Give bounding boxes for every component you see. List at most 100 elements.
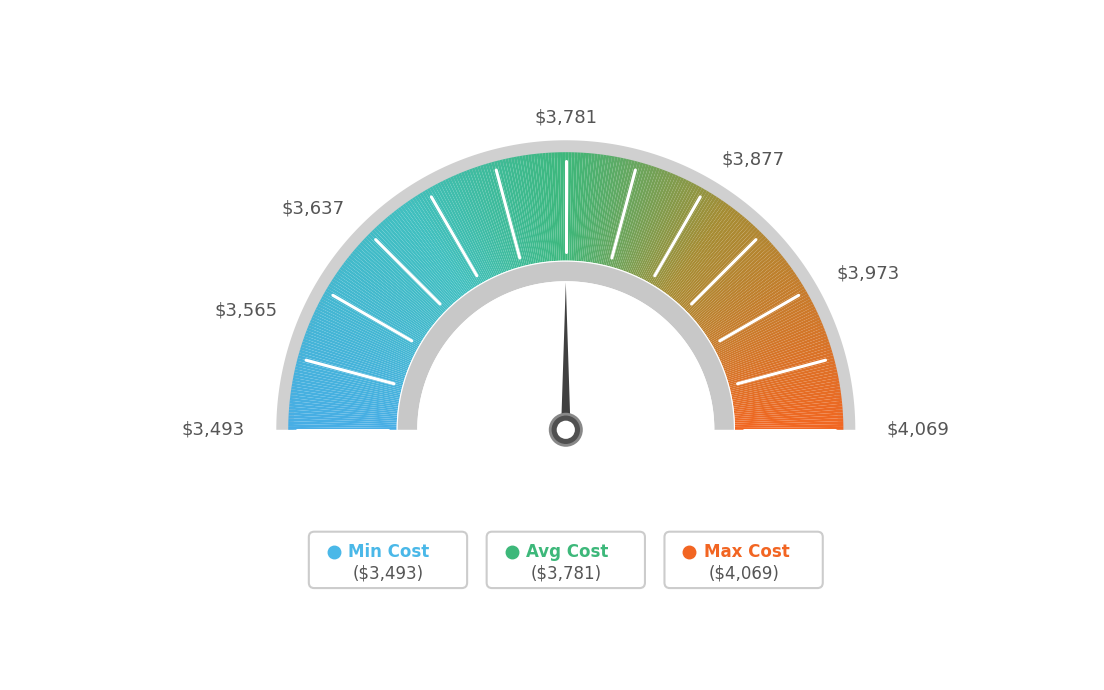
Polygon shape [293,381,400,402]
Polygon shape [412,197,474,289]
Polygon shape [477,166,513,270]
Polygon shape [500,159,528,266]
Polygon shape [713,293,809,348]
Polygon shape [580,153,592,262]
Polygon shape [714,296,810,350]
Polygon shape [429,186,485,282]
Polygon shape [561,282,571,430]
Polygon shape [384,218,457,302]
Polygon shape [327,286,421,344]
Polygon shape [662,202,726,292]
Text: $3,493: $3,493 [181,421,245,439]
Polygon shape [310,319,411,364]
Polygon shape [328,284,422,342]
Polygon shape [365,235,445,313]
Polygon shape [340,266,429,332]
Polygon shape [728,350,832,382]
Polygon shape [348,255,434,325]
Polygon shape [456,174,500,275]
Polygon shape [715,301,814,353]
Polygon shape [608,161,638,266]
Polygon shape [307,328,408,369]
Polygon shape [293,377,400,400]
Polygon shape [306,331,407,371]
FancyBboxPatch shape [665,532,822,588]
Polygon shape [604,159,631,266]
Polygon shape [578,153,590,262]
Polygon shape [709,281,802,341]
Polygon shape [497,160,526,266]
Polygon shape [309,322,410,366]
Polygon shape [683,230,760,309]
Polygon shape [650,189,707,284]
Polygon shape [669,210,739,297]
Polygon shape [619,167,657,270]
Polygon shape [591,155,609,263]
Polygon shape [480,165,516,269]
Polygon shape [372,230,448,309]
Polygon shape [318,301,416,353]
Polygon shape [288,427,396,430]
Circle shape [556,421,575,439]
Polygon shape [312,314,412,361]
Polygon shape [686,233,764,311]
Polygon shape [315,309,414,357]
Polygon shape [734,406,842,417]
Polygon shape [437,182,489,280]
Polygon shape [733,384,840,404]
Polygon shape [690,242,772,317]
Polygon shape [629,172,673,274]
Polygon shape [425,189,481,284]
Polygon shape [294,372,401,396]
Polygon shape [347,257,433,326]
Polygon shape [731,366,837,393]
Polygon shape [651,191,710,285]
Polygon shape [606,160,635,266]
Polygon shape [704,271,795,335]
Polygon shape [638,179,687,277]
Polygon shape [675,218,747,302]
Polygon shape [540,153,552,262]
Polygon shape [314,312,413,359]
Polygon shape [352,250,436,322]
Polygon shape [405,202,469,292]
Polygon shape [378,224,453,305]
Polygon shape [320,299,416,351]
Polygon shape [565,152,569,261]
Polygon shape [575,152,583,261]
Polygon shape [417,282,714,430]
Polygon shape [626,170,668,273]
Polygon shape [734,398,842,412]
Polygon shape [659,199,722,290]
Polygon shape [558,152,562,261]
Polygon shape [647,186,702,282]
Polygon shape [410,199,473,290]
Polygon shape [725,339,829,376]
Polygon shape [422,191,480,285]
Polygon shape [461,172,503,273]
Polygon shape [344,259,432,328]
Polygon shape [554,152,561,261]
Polygon shape [343,262,431,329]
Polygon shape [301,344,405,380]
Polygon shape [731,369,837,395]
Polygon shape [511,157,534,264]
Polygon shape [289,404,397,415]
Polygon shape [711,286,805,344]
Polygon shape [469,168,509,271]
Polygon shape [447,177,496,277]
Polygon shape [672,214,743,299]
Circle shape [550,414,582,445]
Polygon shape [691,244,774,318]
Polygon shape [679,224,754,305]
Polygon shape [735,424,843,428]
Polygon shape [295,366,401,393]
Polygon shape [291,384,399,404]
Polygon shape [502,159,529,265]
Polygon shape [305,333,407,373]
Polygon shape [435,184,488,281]
Polygon shape [439,181,490,279]
Polygon shape [466,170,507,272]
Polygon shape [601,158,626,265]
Polygon shape [331,279,424,339]
